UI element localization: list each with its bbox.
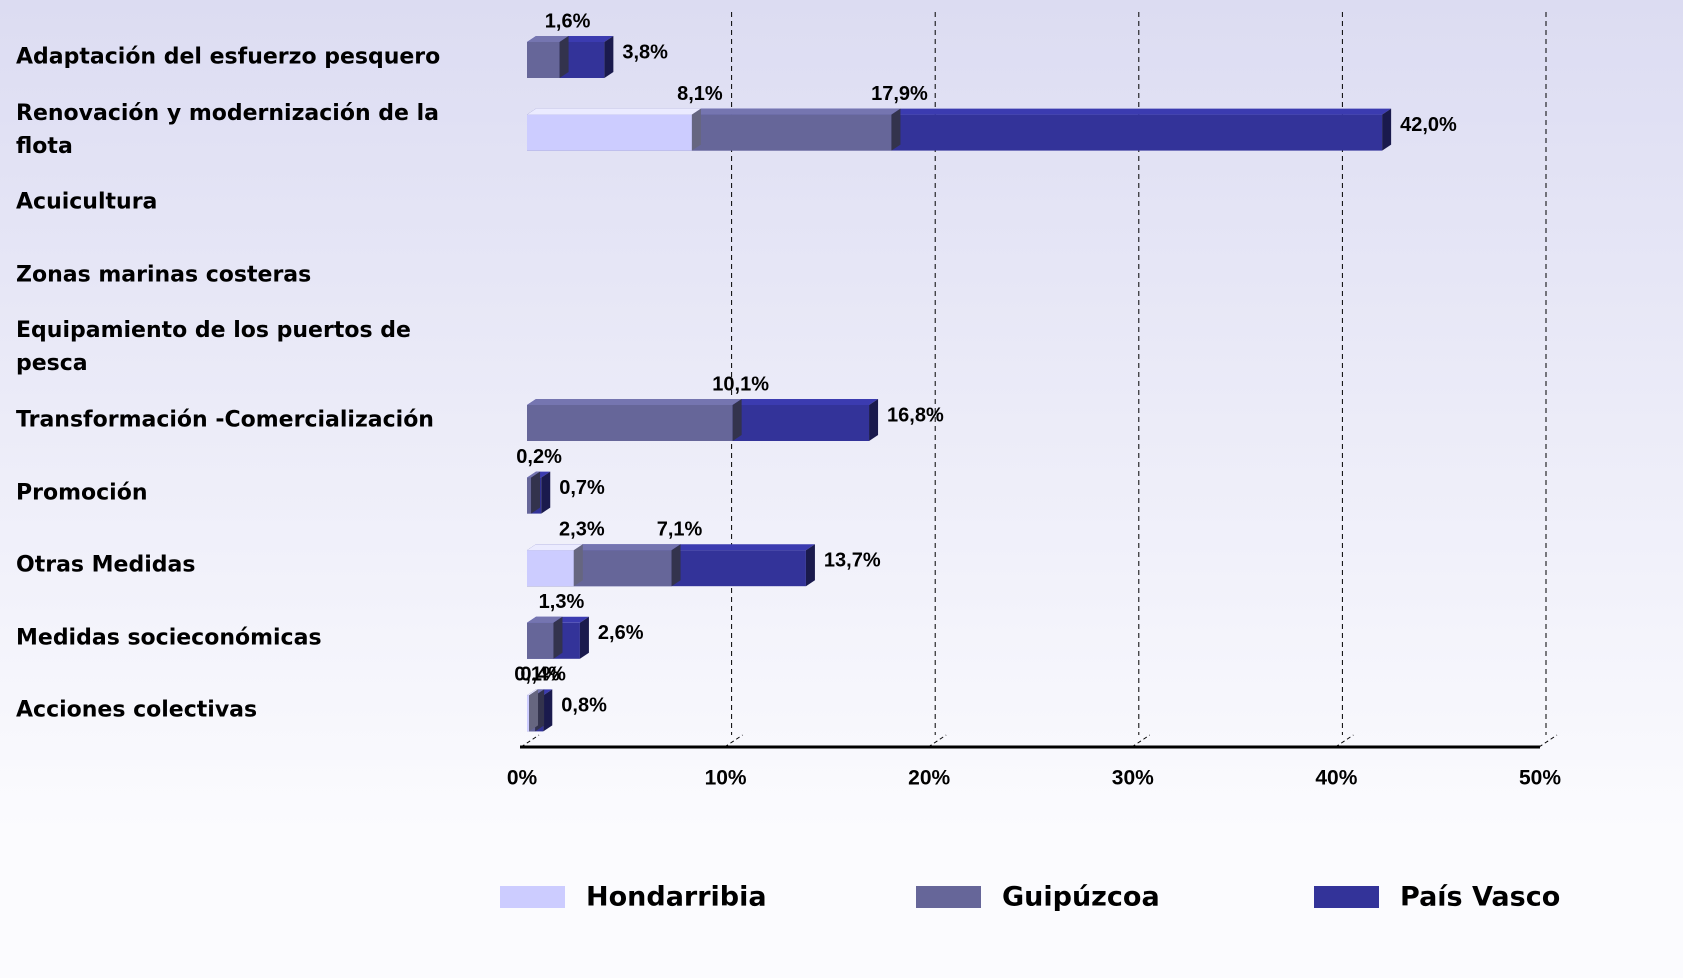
tick-mark (1335, 734, 1354, 748)
bar (527, 108, 701, 151)
bar-front (527, 405, 733, 441)
legend-swatch (916, 886, 981, 908)
value-label: 0,2% (516, 446, 562, 468)
bar-side (541, 471, 551, 514)
bar-front (527, 550, 574, 587)
tick-mark (1538, 734, 1558, 748)
bar (527, 616, 563, 659)
x-tick-label: 50% (1519, 767, 1561, 790)
category-label: Acciones colectivas (16, 697, 258, 723)
bar-front (527, 695, 530, 732)
bar-side (604, 36, 614, 78)
x-tick-label: 0% (507, 767, 538, 790)
value-label: 2,3% (559, 518, 605, 540)
value-label: 0,7% (559, 477, 605, 499)
bar-front (527, 477, 532, 514)
bar-side (805, 544, 815, 587)
value-label: 1,6% (545, 10, 591, 32)
bar-side (573, 544, 583, 587)
x-tick-label: 40% (1315, 767, 1357, 790)
tick-mark (520, 734, 540, 748)
bar-side (553, 616, 563, 659)
legend-label: País Vasco (1400, 882, 1560, 913)
bar-side (529, 689, 539, 732)
bar-side (543, 689, 553, 732)
x-tick-label: 10% (705, 767, 747, 790)
bar-side (691, 108, 701, 151)
x-tick-label: 30% (1112, 767, 1154, 790)
tick-mark (1131, 734, 1151, 748)
legend-swatch (500, 886, 565, 908)
bar (527, 36, 569, 78)
value-label: 7,1% (657, 518, 703, 540)
value-label: 0,1% (514, 664, 560, 686)
bar (527, 544, 583, 587)
bar-side (732, 399, 742, 441)
value-label: 1,3% (539, 591, 585, 613)
bar-top (527, 36, 569, 42)
value-label: 10,1% (712, 373, 769, 395)
bar-top (527, 689, 539, 696)
category-label: Promoción (16, 480, 148, 506)
value-label: 0,4% (520, 664, 566, 686)
bar (527, 689, 539, 732)
category-label: Transformación -Comercialización (16, 407, 434, 433)
bar-front (527, 622, 554, 659)
value-label: 2,6% (598, 622, 644, 644)
category-label: Equipamiento de los puertos de pesca (16, 318, 411, 377)
category-label: Medidas socieconómicas (16, 625, 322, 651)
value-label: 0,8% (561, 695, 607, 717)
bar-side (869, 399, 879, 441)
legend-swatch (1314, 886, 1379, 908)
bar-top (527, 471, 541, 478)
legend-label: Guipúzcoa (1002, 882, 1160, 913)
bar-top (527, 544, 583, 551)
tick-mark (927, 734, 947, 748)
bar-front (527, 42, 560, 78)
value-label: 16,8% (887, 404, 944, 426)
category-label: Zonas marinas costeras (16, 262, 312, 288)
bar-side (531, 471, 541, 514)
bar-side (671, 544, 681, 587)
bar (527, 471, 541, 514)
bar-side (579, 616, 589, 659)
x-tick-label: 20% (908, 767, 950, 790)
bar-top (527, 108, 701, 115)
legend-label: Hondarribia (586, 882, 767, 913)
bar-top (527, 616, 563, 623)
bar-side (559, 36, 569, 78)
bar-top (527, 399, 742, 405)
value-label: 17,9% (871, 83, 928, 105)
bar-side (891, 108, 901, 151)
value-label: 3,8% (622, 41, 668, 63)
category-label: Adaptación del esfuerzo pesquero (16, 44, 441, 70)
value-label: 8,1% (677, 83, 723, 105)
category-label: Otras Medidas (16, 552, 196, 578)
value-label: 13,7% (824, 549, 881, 571)
category-label: Acuicultura (16, 189, 158, 215)
value-label: 42,0% (1400, 114, 1457, 136)
bar-side (1382, 108, 1392, 151)
category-label: Renovación y modernización de la flota (16, 100, 439, 159)
bar-front (527, 114, 692, 151)
tick-mark (724, 734, 743, 748)
bar (527, 399, 742, 441)
